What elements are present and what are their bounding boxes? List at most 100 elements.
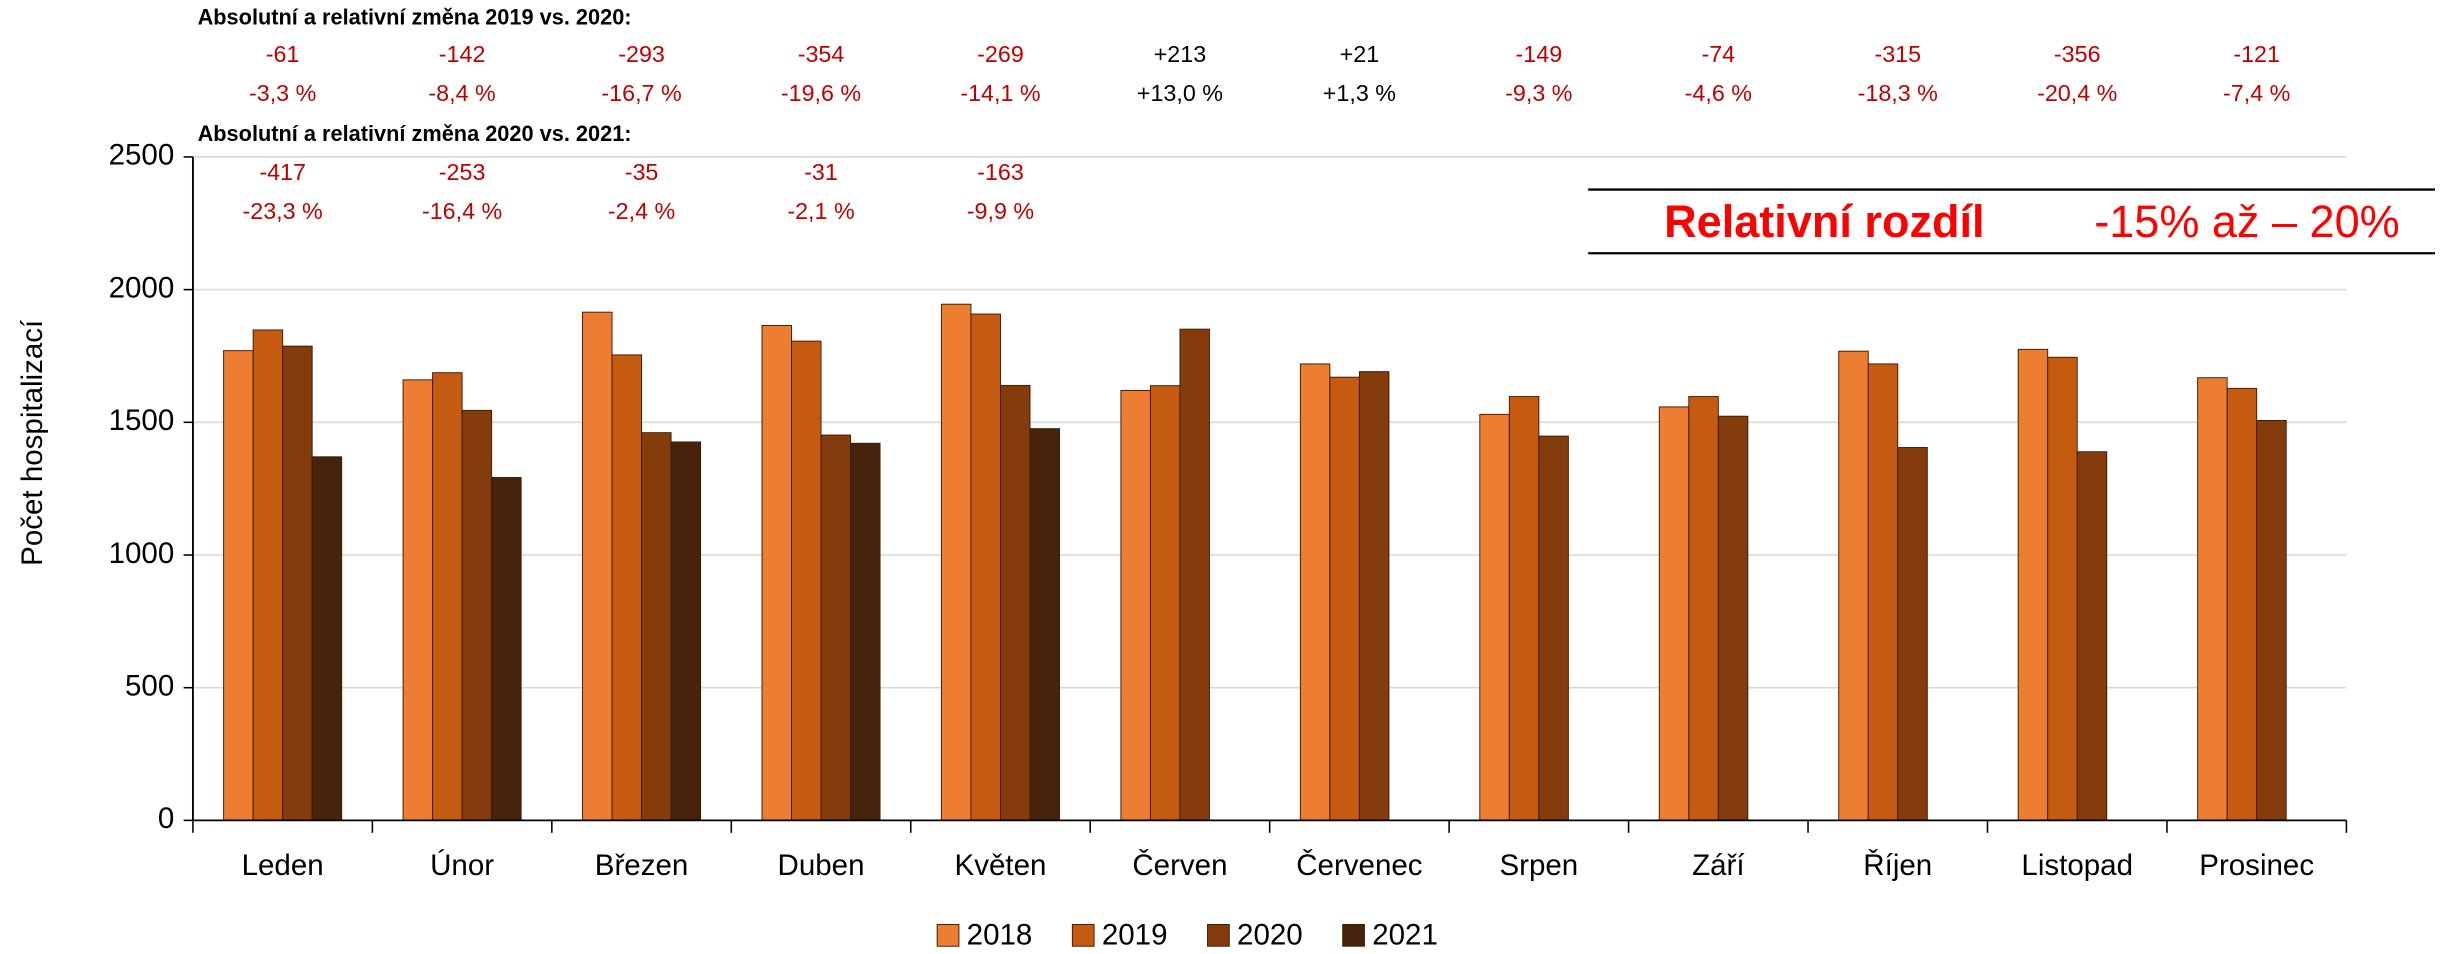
annotation-absolute: -121 <box>2233 41 2280 67</box>
y-tick-label: 2000 <box>109 271 175 304</box>
x-tick-label: Prosinec <box>2199 849 2314 882</box>
annotation-title: Absolutní a relativní změna 2019 vs. 202… <box>198 4 632 29</box>
y-axis-title: Počet hospitalizací <box>16 319 49 566</box>
bar <box>1508 396 1540 821</box>
annotation-absolute: +21 <box>1340 41 1380 67</box>
bar <box>641 432 672 821</box>
y-tick-label: 1500 <box>109 404 175 437</box>
bar <box>1717 415 1749 821</box>
annotation-absolute: -74 <box>1701 41 1735 67</box>
annotation-relative: -3,3 % <box>249 80 316 106</box>
annotation-relative: -2,4 % <box>608 198 675 224</box>
bar <box>582 311 613 821</box>
annotation-absolute: -31 <box>804 159 838 185</box>
bar <box>970 313 1001 821</box>
annotation-absolute: -142 <box>439 41 486 67</box>
x-tick-label: Červenec <box>1296 848 1422 882</box>
bar <box>252 329 284 821</box>
x-tick-label: Září <box>1692 849 1745 882</box>
bar <box>1688 396 1719 821</box>
bar <box>1179 328 1210 821</box>
legend-swatch <box>1342 924 1365 947</box>
legend-label: 2019 <box>1102 919 1168 952</box>
x-tick-label: Říjen <box>1863 849 1932 882</box>
annotation-absolute: -356 <box>2054 41 2101 67</box>
annotation-absolute: -354 <box>798 41 845 67</box>
y-tick-label: 2500 <box>109 139 175 172</box>
bar <box>761 324 792 821</box>
y-tick-label: 0 <box>158 802 174 835</box>
bar <box>461 409 493 821</box>
bar <box>223 350 254 821</box>
bar <box>1120 389 1151 821</box>
bar <box>791 340 822 821</box>
bar <box>1897 447 1928 821</box>
annotation-relative: -14,1 % <box>960 80 1040 106</box>
bar <box>1358 371 1390 821</box>
annotation-relative: -16,4 % <box>422 198 502 224</box>
x-tick-label: Květen <box>955 849 1047 882</box>
legend-label: 2021 <box>1372 919 1438 952</box>
bar <box>2017 348 2049 821</box>
annotation-absolute: -35 <box>625 159 659 185</box>
bar <box>2076 451 2108 821</box>
annotation-relative: -20,4 % <box>2037 80 2117 106</box>
annotation-absolute: -269 <box>977 41 1024 67</box>
bar <box>940 303 972 821</box>
bar <box>432 372 463 821</box>
annotation-absolute: -293 <box>618 41 665 67</box>
bar <box>820 434 852 821</box>
bar <box>1538 435 1569 821</box>
bar <box>1838 350 1869 821</box>
bar <box>1029 428 1060 821</box>
bar <box>1329 376 1360 821</box>
bar <box>1299 363 1331 821</box>
annotation-relative: -19,6 % <box>781 80 861 106</box>
highlight-value: -15% až – 20% <box>2094 196 2400 247</box>
annotation-relative: -18,3 % <box>1858 80 1938 106</box>
annotation-relative: +13,0 % <box>1137 80 1223 106</box>
bar <box>1658 406 1690 821</box>
bar <box>311 456 343 821</box>
annotation-relative: +1,3 % <box>1323 80 1396 106</box>
bar <box>2256 419 2287 821</box>
x-tick-label: Listopad <box>2021 849 2133 882</box>
bar <box>1867 363 1899 821</box>
legend-label: 2018 <box>967 919 1033 952</box>
bar <box>850 442 881 821</box>
annotation-absolute: -163 <box>977 159 1024 185</box>
annotation-absolute: -417 <box>259 159 306 185</box>
annotation-absolute: -253 <box>439 159 486 185</box>
bar <box>670 441 702 821</box>
legend-label: 2020 <box>1237 919 1303 952</box>
x-tick-label: Červen <box>1132 848 1227 882</box>
annotation-relative: -8,4 % <box>428 80 495 106</box>
annotation-relative: -7,4 % <box>2223 80 2290 106</box>
bar <box>2197 377 2228 821</box>
annotation-title: Absolutní a relativní změna 2020 vs. 202… <box>198 121 632 146</box>
bar <box>402 379 434 821</box>
annotation-relative: -9,3 % <box>1505 80 1572 106</box>
annotation-relative: -23,3 % <box>243 198 323 224</box>
bar <box>2226 387 2258 821</box>
bar <box>611 354 643 821</box>
bar <box>1479 413 1510 821</box>
annotation-relative: -2,1 % <box>787 198 854 224</box>
annotation-absolute: -149 <box>1516 41 1563 67</box>
x-tick-label: Duben <box>778 849 865 882</box>
x-tick-label: Leden <box>242 849 324 882</box>
legend-swatch <box>936 924 960 947</box>
highlight-label: Relativní rozdíl <box>1664 196 1984 247</box>
bar <box>1000 384 1031 821</box>
bar <box>282 345 313 821</box>
annotation-relative: -9,9 % <box>967 198 1034 224</box>
bar <box>2047 356 2078 821</box>
y-tick-label: 500 <box>125 669 174 702</box>
bar <box>1149 385 1181 821</box>
bar <box>491 477 522 821</box>
legend-swatch <box>1071 924 1095 947</box>
x-tick-label: Srpen <box>1499 849 1578 882</box>
annotation-absolute: -61 <box>266 41 300 67</box>
legend-swatch <box>1207 924 1230 947</box>
